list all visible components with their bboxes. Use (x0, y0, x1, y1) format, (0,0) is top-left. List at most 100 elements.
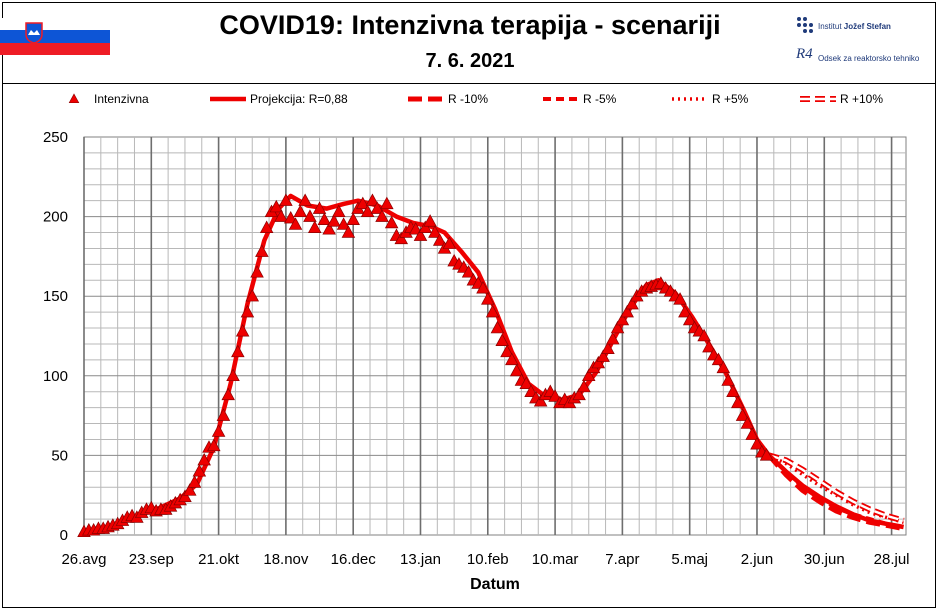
data-point-marker (211, 424, 226, 437)
data-point-marker (346, 212, 360, 226)
data-point-marker (750, 437, 764, 450)
legend-marker-triangle (68, 93, 80, 104)
legend: Intenzivna Projekcija: R=0,88 R -10% R -5% R… (68, 92, 883, 106)
data-point-marker (721, 373, 735, 386)
axes: 26.avg 23.sep 21.okt 18.nov 16.dec 13.jan 10.f… (43, 129, 910, 568)
slovenia-flag-icon (0, 18, 110, 55)
data-point-marker (625, 296, 639, 310)
flag-stripe-red (0, 42, 110, 55)
data-point-marker (505, 352, 519, 366)
legend-label: R -5% (583, 92, 617, 106)
data-point-marker (307, 220, 322, 233)
data-point-marker (726, 384, 740, 397)
x-tick-label: 2.jun (741, 551, 774, 568)
data-point-marker (615, 312, 630, 326)
data-point-marker (428, 225, 442, 238)
chart-title: COVID19: Intenzivna terapija - scenariji (219, 10, 721, 40)
y-tick-label: 250 (43, 129, 68, 146)
data-point-marker (509, 363, 524, 377)
data-point-marker (461, 265, 476, 278)
data-point-marker (178, 489, 192, 503)
data-point-marker (216, 408, 231, 421)
data-point-marker (322, 222, 336, 235)
legend-label: R +10% (840, 92, 883, 106)
flag-coat-of-arms-icon (25, 22, 43, 44)
legend-label: R +5% (712, 92, 749, 106)
x-tick-label: 7.apr (605, 551, 639, 568)
x-tick-label: 21.okt (198, 551, 240, 568)
data-point-marker (610, 320, 625, 334)
data-point-marker (495, 333, 509, 347)
legend-label: Intenzivna (94, 92, 149, 106)
data-point-marker (678, 304, 692, 318)
data-point-marker (341, 225, 356, 238)
plot-area (83, 136, 907, 536)
data-point-marker (524, 384, 538, 397)
data-point-marker (476, 281, 490, 294)
legend-label: R -10% (448, 92, 488, 106)
data-point-marker (312, 201, 327, 214)
y-tick-label: 200 (43, 209, 68, 226)
data-point-marker (317, 212, 332, 226)
data-point-marker (735, 408, 750, 421)
data-point-marker (279, 193, 293, 206)
data-point-marker (519, 376, 534, 389)
data-point-marker (620, 304, 634, 318)
data-point-marker (250, 265, 264, 278)
data-point-marker (730, 395, 745, 409)
data-point-marker (370, 201, 384, 214)
data-point-marker (596, 349, 610, 362)
data-point-marker (269, 199, 284, 213)
series-line-long-dash (767, 453, 905, 532)
data-point-marker (702, 339, 716, 353)
data-point-marker (682, 312, 697, 326)
data-point-marker (745, 427, 759, 440)
x-tick-label: 5.maj (671, 551, 708, 568)
x-axis-label: Datum (470, 576, 520, 593)
header-separator (2, 83, 936, 84)
data-point-marker (240, 304, 255, 318)
data-point-marker (298, 193, 312, 206)
chart-subtitle: 7. 6. 2021 (425, 50, 515, 72)
data-point-marker (716, 360, 731, 374)
x-tick-label: 26.avg (61, 551, 106, 568)
data-point-marker (293, 204, 308, 218)
data-point-marker (235, 323, 250, 337)
data-point-marker (255, 244, 269, 257)
data-point-marker (490, 320, 505, 334)
data-point-marker (394, 231, 409, 245)
x-tick-label: 10.feb (467, 551, 509, 568)
y-tick-label: 50 (51, 447, 68, 464)
data-point-marker (221, 387, 235, 401)
y-tick-label: 100 (43, 368, 68, 385)
data-point-marker (577, 379, 591, 393)
data-point-marker (283, 210, 298, 224)
data-point-marker (365, 193, 380, 206)
institute-name: Institut Jožef Stefan (818, 22, 891, 31)
data-point-marker (500, 344, 514, 358)
data-point-marker (288, 217, 303, 230)
data-point-marker (182, 483, 197, 496)
data-point-marker (697, 328, 711, 342)
data-point-marker (423, 214, 437, 227)
data-point-marker (226, 368, 240, 382)
department-mark: R4 (796, 46, 813, 62)
data-point-marker (192, 464, 207, 477)
data-point-marker (606, 331, 620, 345)
ijs-dots-logo-icon (797, 17, 813, 33)
data-point-marker (274, 209, 288, 222)
x-tick-label: 30.jun (804, 551, 845, 568)
data-point-marker (548, 389, 562, 402)
department-name: Odsek za reaktorsko tehniko (818, 54, 920, 63)
data-point-marker (327, 214, 341, 227)
data-point-marker (601, 341, 615, 354)
data-point-marker (581, 368, 596, 382)
x-tick-label: 10.mar (532, 551, 579, 568)
data-point-marker (481, 292, 495, 305)
grid (83, 136, 907, 536)
data-point-marker (673, 292, 687, 305)
data-point-marker (259, 220, 274, 233)
data-point-marker (418, 220, 433, 233)
data-point-marker (485, 304, 500, 318)
